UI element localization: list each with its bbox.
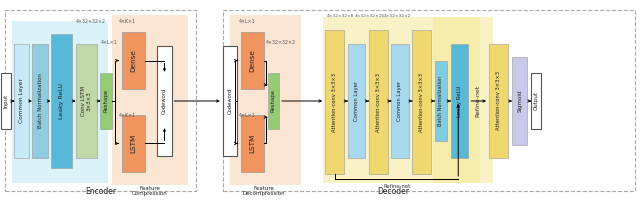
Bar xyxy=(531,73,541,129)
Bar xyxy=(268,73,279,129)
Bar xyxy=(112,15,188,185)
Text: Common Layer: Common Layer xyxy=(354,81,359,121)
Text: Attention-conv 3×3×3: Attention-conv 3×3×3 xyxy=(376,73,381,132)
Text: Attention-conv 3×3×3: Attention-conv 3×3×3 xyxy=(332,73,337,132)
Text: LSTM: LSTM xyxy=(249,134,255,153)
Bar xyxy=(451,44,468,158)
Text: 4×K×1: 4×K×1 xyxy=(118,113,136,118)
Text: Sigmoid: Sigmoid xyxy=(517,90,522,112)
Bar xyxy=(32,44,48,158)
Bar xyxy=(325,30,344,174)
Text: 4×32×32×2: 4×32×32×2 xyxy=(266,40,296,45)
Bar xyxy=(1,73,11,129)
Bar xyxy=(323,17,480,183)
Text: Reshape: Reshape xyxy=(104,89,109,113)
Text: Common Layer: Common Layer xyxy=(19,79,24,123)
Text: Batch Normalization: Batch Normalization xyxy=(438,76,444,126)
Bar xyxy=(157,46,172,156)
Text: Attention-conv 3×3×3: Attention-conv 3×3×3 xyxy=(496,72,501,130)
Bar xyxy=(5,10,196,191)
Bar xyxy=(100,73,112,129)
Bar xyxy=(241,115,264,172)
Text: 4×32×32×8: 4×32×32×8 xyxy=(326,14,354,18)
Text: Attention-conv 3×3×3: Attention-conv 3×3×3 xyxy=(419,73,424,132)
Text: Feature
Decompression: Feature Decompression xyxy=(243,186,285,196)
Text: Input: Input xyxy=(3,94,8,108)
Bar xyxy=(223,10,635,191)
Bar xyxy=(433,17,493,183)
Text: Leaky ReLU: Leaky ReLU xyxy=(457,85,462,117)
Bar xyxy=(12,21,108,183)
Text: Refine-net: Refine-net xyxy=(383,184,410,189)
Bar xyxy=(241,32,264,89)
Bar xyxy=(230,15,301,185)
Text: 4×L×1: 4×L×1 xyxy=(239,19,255,24)
Text: Feature
Compression: Feature Compression xyxy=(132,186,168,196)
Bar xyxy=(412,30,431,174)
Text: Leaky ReLU: Leaky ReLU xyxy=(59,83,63,119)
Text: 4×L×1: 4×L×1 xyxy=(239,113,255,118)
Bar xyxy=(76,44,97,158)
Bar xyxy=(489,44,508,158)
Text: Refine-net: Refine-net xyxy=(476,85,481,117)
Text: Codeword: Codeword xyxy=(162,88,167,114)
Bar xyxy=(512,57,527,145)
Text: Batch Normalization: Batch Normalization xyxy=(38,74,42,128)
Text: LSTM: LSTM xyxy=(130,134,136,153)
Bar xyxy=(14,44,29,158)
Text: 4×32×32×16: 4×32×32×16 xyxy=(355,14,385,18)
Text: 4×K×1: 4×K×1 xyxy=(118,19,136,24)
Text: 4×32×32×2: 4×32×32×2 xyxy=(76,19,106,24)
Bar xyxy=(435,61,447,141)
Text: Dense: Dense xyxy=(130,49,136,72)
Text: Decoder: Decoder xyxy=(378,187,410,196)
Bar xyxy=(348,44,365,158)
Bar xyxy=(391,44,409,158)
Text: Codeword: Codeword xyxy=(227,88,232,114)
Bar xyxy=(223,46,237,156)
Bar xyxy=(51,34,72,168)
Bar xyxy=(369,30,388,174)
Bar xyxy=(122,115,145,172)
Text: Conv LSTM
3×3×3: Conv LSTM 3×3×3 xyxy=(81,86,92,116)
Text: 4×L×1: 4×L×1 xyxy=(100,40,117,45)
Text: Encoder: Encoder xyxy=(85,187,116,196)
Text: Common Layer: Common Layer xyxy=(397,81,403,121)
Text: 4×32×32×2: 4×32×32×2 xyxy=(384,14,412,18)
Text: Reshape: Reshape xyxy=(271,89,276,113)
Text: Dense: Dense xyxy=(249,49,255,72)
Bar xyxy=(122,32,145,89)
Text: Output: Output xyxy=(534,92,539,110)
